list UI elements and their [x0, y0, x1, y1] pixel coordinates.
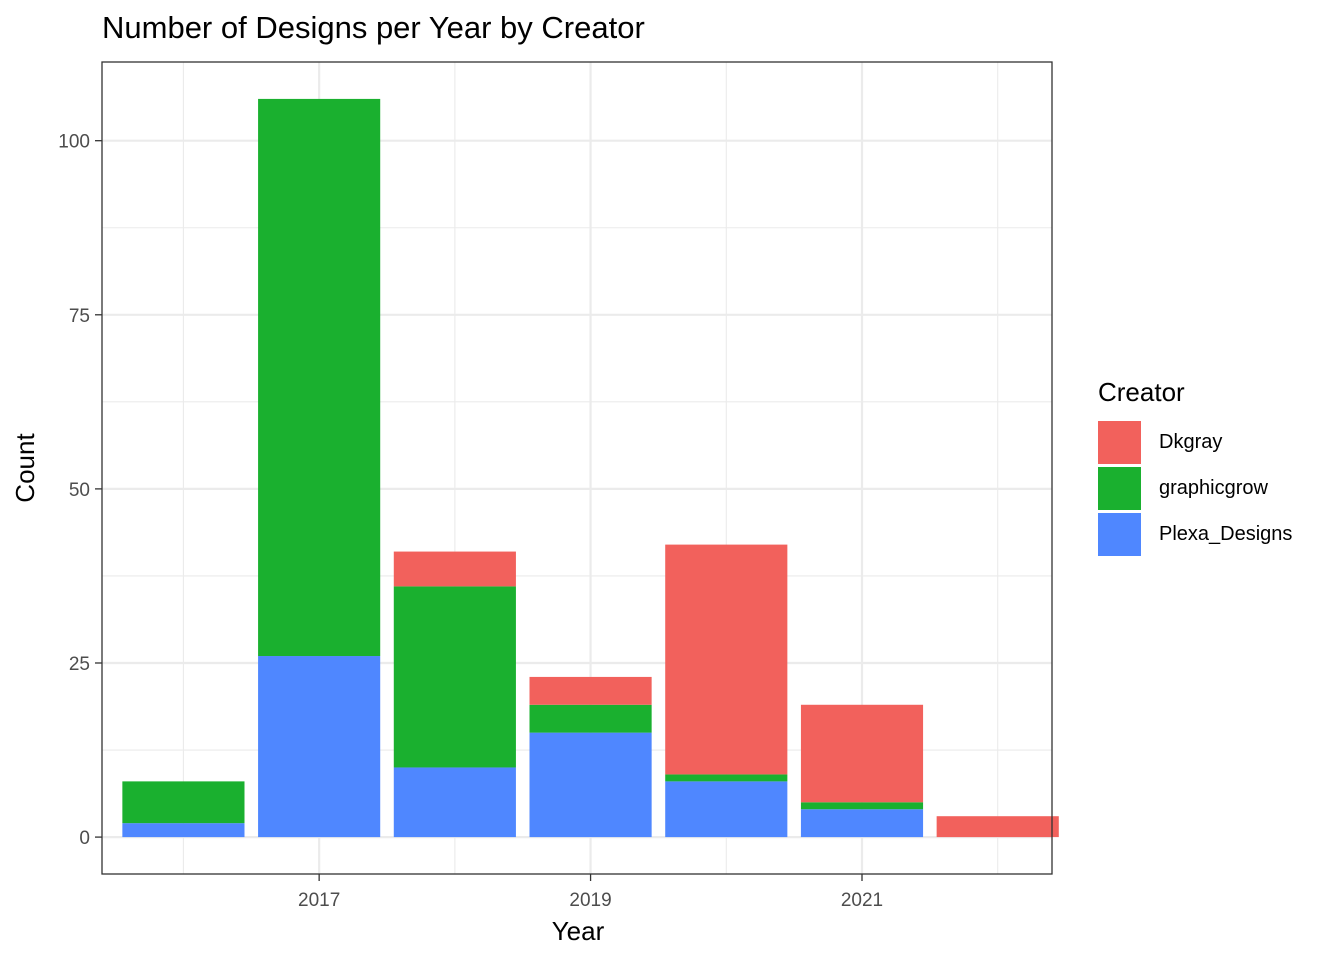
- legend-swatch-plexa-designs: [1098, 512, 1141, 556]
- y-tick-label: 25: [69, 654, 90, 675]
- legend-title: Creator: [1098, 377, 1185, 407]
- y-tick-label: 75: [69, 306, 90, 327]
- axis-tick-labels: 0 25 50 75 100 2017 2019 2021: [58, 132, 883, 911]
- legend-label-graphicgrow: graphicgrow: [1159, 476, 1268, 499]
- legend-label-plexa-designs: Plexa_Designs: [1159, 522, 1293, 545]
- axis-ticks: [95, 140, 863, 881]
- bar-graphicgrow-2019: [529, 704, 652, 733]
- legend-item-graphicgrow: graphicgrow: [1098, 465, 1292, 511]
- legend-item-dkgray: Dkgray: [1098, 419, 1292, 465]
- bar-graphicgrow-2018: [393, 586, 516, 768]
- bar-dkgray-2022: [936, 816, 1059, 838]
- x-tick-label: 2017: [298, 890, 340, 911]
- bar-graphicgrow-2017: [258, 98, 381, 657]
- bar-graphicgrow-2021: [800, 802, 924, 810]
- chart-title: Number of Designs per Year by Creator: [102, 10, 645, 45]
- x-tick-label: 2019: [569, 890, 611, 911]
- legend-swatch-dkgray: [1098, 420, 1141, 464]
- legend: Creator Dkgray graphicgrow Plexa_Designs: [1098, 377, 1292, 557]
- legend-label-dkgray: Dkgray: [1159, 430, 1223, 453]
- y-tick-label: 100: [58, 132, 90, 153]
- plot-border: [101, 61, 1053, 875]
- bar-dkgray-2019: [529, 676, 652, 705]
- bar-plexa-designs-2021: [800, 809, 924, 838]
- bar-plexa-designs-2016: [122, 823, 245, 838]
- bars: [122, 98, 1059, 838]
- bar-graphicgrow-2016: [122, 781, 245, 824]
- bar-graphicgrow-2020: [665, 774, 788, 782]
- legend-swatch-graphicgrow: [1098, 466, 1141, 510]
- bar-plexa-designs-2017: [258, 656, 381, 838]
- x-tick-label: 2021: [841, 890, 883, 911]
- x-axis-title: Year: [552, 916, 605, 946]
- y-tick-label: 0: [79, 828, 90, 849]
- bar-dkgray-2020: [665, 544, 788, 775]
- bar-plexa-designs-2019: [529, 732, 652, 838]
- legend-item-plexa-designs: Plexa_Designs: [1098, 511, 1292, 557]
- bar-dkgray-2018: [393, 551, 516, 587]
- y-tick-label: 50: [69, 480, 90, 501]
- y-axis-title: Count: [10, 433, 40, 503]
- bar-plexa-designs-2020: [665, 781, 788, 838]
- bar-plexa-designs-2018: [393, 767, 516, 838]
- bar-dkgray-2021: [800, 704, 924, 803]
